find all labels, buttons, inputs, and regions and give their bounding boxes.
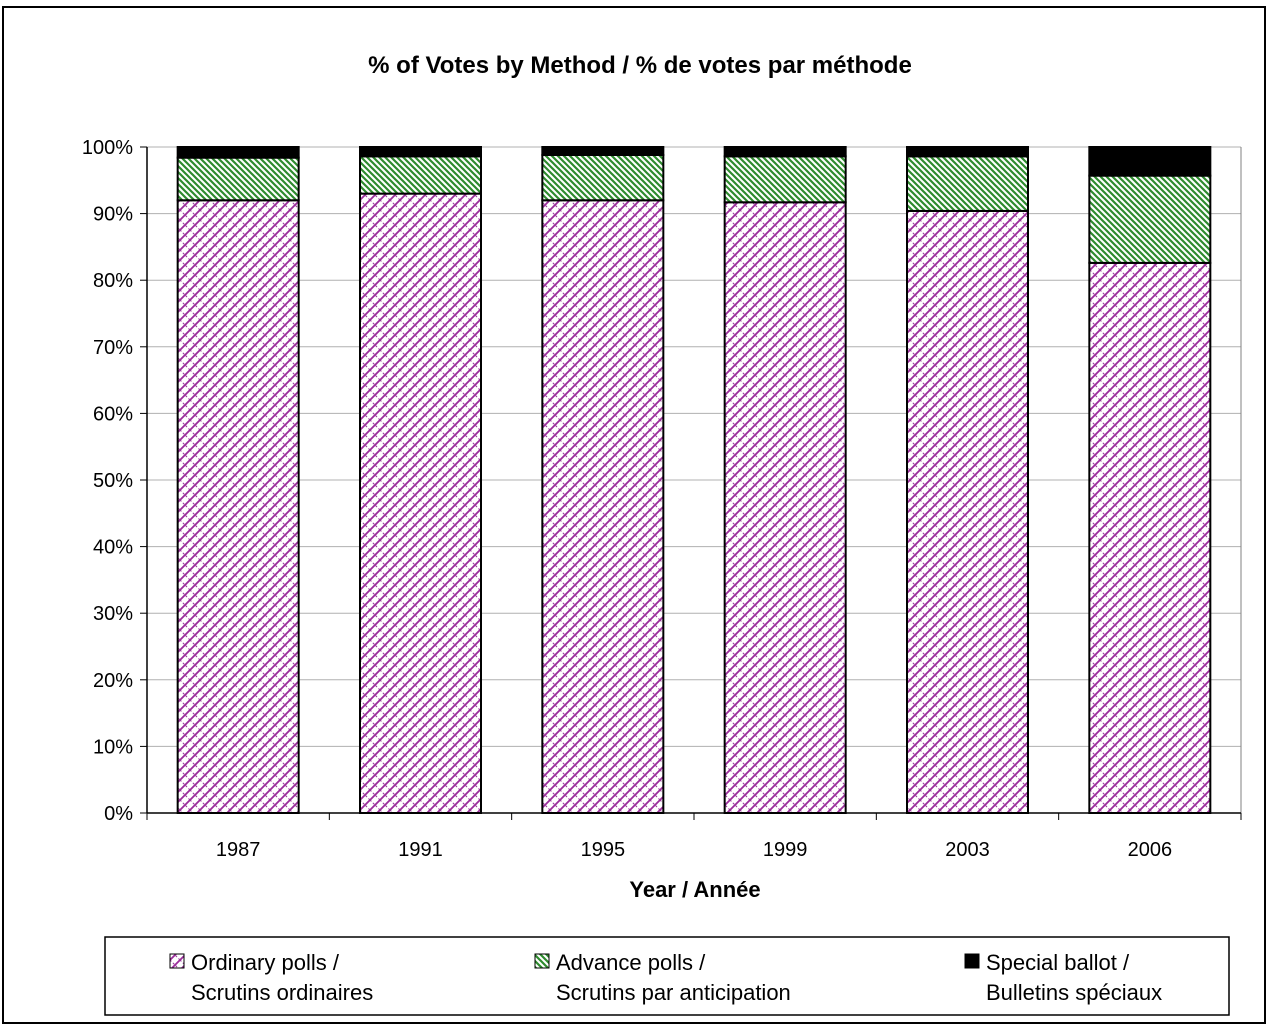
bar-ordinary-polls-2003 — [906, 209, 1029, 815]
x-tick-label: 2006 — [1128, 839, 1173, 861]
legend-box — [104, 936, 1230, 1016]
x-tick-label: 1995 — [581, 839, 626, 861]
chart-title: % of Votes by Method / % de votes par mé… — [368, 52, 912, 79]
y-tick-label: 70% — [93, 337, 133, 359]
bar-special-ballot-2003 — [906, 146, 1029, 158]
y-tick-label: 20% — [93, 670, 133, 692]
x-tick-labels: 1987 1991 1995 1999 2003 2006 — [216, 839, 1172, 861]
y-tick-label: 40% — [93, 537, 133, 559]
bar-advance-polls-1999 — [723, 155, 847, 204]
x-axis-label: Year / Année — [629, 877, 760, 902]
bar-advance-polls-1995 — [541, 153, 665, 202]
bar-advance-polls-2003 — [906, 155, 1029, 212]
x-tick-label: 1987 — [216, 839, 261, 861]
legend-label-advance-1: Advance polls / — [556, 950, 706, 975]
bar-ordinary-polls-1987 — [176, 199, 300, 814]
legend-label-special-2: Bulletins spéciaux — [986, 980, 1162, 1005]
legend-swatch-advance — [534, 953, 550, 969]
legend: Ordinary polls / Scrutins ordinaires Adv… — [104, 936, 1230, 1016]
legend-swatch-ordinary — [169, 953, 185, 969]
legend-label-special-1: Special ballot / — [986, 950, 1130, 975]
legend-label-ordinary-2: Scrutins ordinaires — [191, 980, 373, 1005]
bar-advance-polls-2006 — [1088, 174, 1212, 264]
bar-special-ballot-1999 — [723, 146, 847, 158]
y-tick-labels: 0% 10% 20% 30% 40% 50% 60% 70% 80% 90% 100% — [82, 137, 133, 825]
y-tick-label: 80% — [93, 270, 133, 292]
y-tick-label: 60% — [93, 403, 133, 425]
legend-label-ordinary-1: Ordinary polls / — [191, 950, 340, 975]
y-tick-label: 50% — [93, 470, 133, 492]
bar-special-ballot-1991 — [359, 146, 482, 158]
x-tick-label: 1991 — [398, 839, 443, 861]
y-tick-label: 90% — [93, 204, 133, 226]
y-tick-label: 100% — [82, 137, 133, 159]
grid-lines — [147, 146, 1241, 747]
bar-advance-polls-1987 — [176, 156, 300, 202]
bar-advance-polls-1991 — [359, 155, 482, 195]
bar-special-ballot-1995 — [541, 146, 665, 156]
bar-ordinary-polls-1995 — [541, 199, 665, 814]
bar-ordinary-polls-2006 — [1088, 261, 1212, 815]
y-tick-label: 10% — [93, 736, 133, 758]
y-tick-label: 0% — [104, 803, 133, 825]
x-tick-label: 1999 — [763, 839, 808, 861]
y-tick-label: 30% — [93, 603, 133, 625]
legend-swatch-special — [964, 953, 980, 969]
axes — [140, 146, 1242, 820]
bar-special-ballot-2006 — [1088, 146, 1212, 177]
legend-label-advance-2: Scrutins par anticipation — [556, 980, 791, 1005]
bars — [176, 146, 1212, 815]
bar-special-ballot-1987 — [176, 146, 300, 159]
bar-ordinary-polls-1991 — [359, 192, 482, 814]
bar-ordinary-polls-1999 — [723, 201, 847, 814]
x-tick-label: 2003 — [945, 839, 990, 861]
